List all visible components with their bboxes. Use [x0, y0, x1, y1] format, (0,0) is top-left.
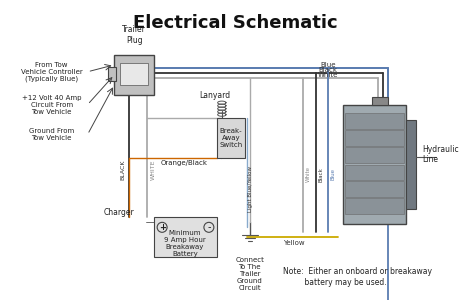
- Text: Connect
To The
Trailer
Ground
Circuit: Connect To The Trailer Ground Circuit: [235, 257, 264, 291]
- Bar: [345, 165, 404, 181]
- Text: White: White: [318, 72, 338, 78]
- Bar: [345, 182, 404, 197]
- Bar: [154, 217, 217, 257]
- Text: Light Blue/Yellow: Light Blue/Yellow: [248, 166, 253, 213]
- Bar: [345, 130, 404, 146]
- Circle shape: [204, 222, 214, 232]
- Text: Yellow: Yellow: [283, 240, 304, 246]
- Text: Hydraulic
Line: Hydraulic Line: [423, 145, 459, 164]
- Bar: [345, 113, 404, 129]
- Text: Orange/Black: Orange/Black: [161, 160, 208, 166]
- Text: -: -: [207, 222, 210, 232]
- Text: Blue: Blue: [331, 169, 336, 181]
- Text: Lanyard: Lanyard: [200, 91, 231, 100]
- Bar: [114, 55, 154, 95]
- Text: Break-
Away
Switch: Break- Away Switch: [219, 128, 242, 147]
- Text: Black: Black: [319, 67, 338, 73]
- Text: Minimum
9 Amp Hour
Breakaway
Battery: Minimum 9 Amp Hour Breakaway Battery: [164, 230, 206, 257]
- Bar: [345, 198, 404, 214]
- Circle shape: [157, 222, 167, 232]
- Text: White: White: [306, 166, 311, 182]
- Text: Blue: Blue: [320, 62, 336, 68]
- Text: Ground From
Tow Vehicle: Ground From Tow Vehicle: [29, 128, 74, 141]
- Bar: [120, 63, 148, 85]
- Text: Trailer
Plug: Trailer Plug: [122, 26, 146, 45]
- Bar: [343, 105, 406, 224]
- Bar: [109, 67, 117, 81]
- Text: Electrical Schematic: Electrical Schematic: [133, 14, 338, 32]
- Bar: [406, 119, 416, 209]
- Bar: [372, 97, 388, 105]
- Text: Note:  Either an onboard or breakaway
         battery may be used.: Note: Either an onboard or breakaway bat…: [283, 267, 432, 287]
- Bar: [217, 118, 245, 157]
- Bar: [345, 147, 404, 163]
- Text: +12 Volt 40 Amp
Circuit From
Tow Vehicle: +12 Volt 40 Amp Circuit From Tow Vehicle: [22, 95, 82, 115]
- Text: Charger: Charger: [103, 208, 134, 217]
- Text: WHITE: WHITE: [151, 159, 155, 180]
- Text: From Tow
Vehicle Controller
(Typically Blue): From Tow Vehicle Controller (Typically B…: [21, 61, 82, 82]
- Text: +: +: [159, 223, 165, 232]
- Text: BLACK: BLACK: [121, 159, 126, 180]
- Text: Black: Black: [319, 167, 324, 182]
